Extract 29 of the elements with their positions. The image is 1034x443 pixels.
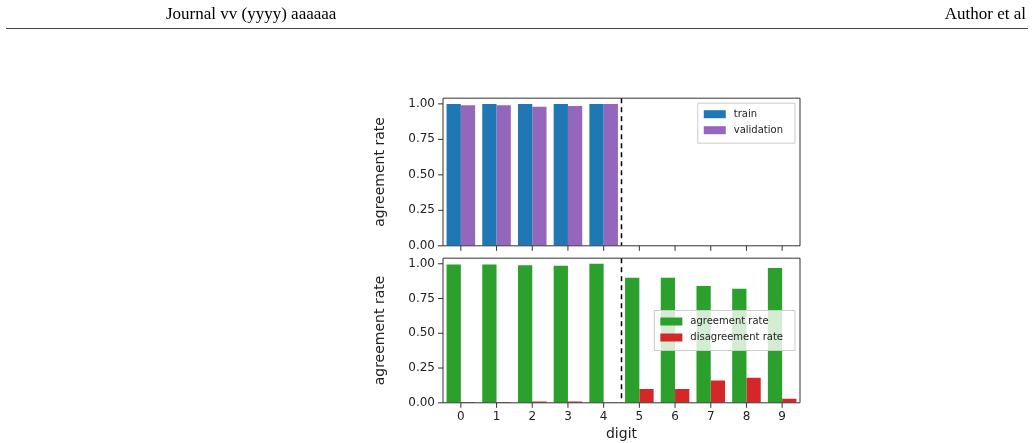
x-tick-label: 8 bbox=[742, 409, 751, 424]
y-tick-label: 0.75 bbox=[408, 290, 435, 305]
y-tick-label: 1.00 bbox=[408, 96, 435, 110]
legend-label: validation bbox=[733, 123, 783, 135]
y-axis-title: agreement rate bbox=[371, 275, 388, 386]
x-tick-label: 0 bbox=[457, 409, 465, 424]
y-tick-label: 0.00 bbox=[408, 394, 435, 409]
x-tick-label: 2 bbox=[528, 409, 537, 424]
x-tick-label: 4 bbox=[599, 409, 608, 424]
x-tick-label: 5 bbox=[635, 409, 644, 424]
y-tick-label: 0.50 bbox=[408, 166, 435, 181]
y-axis-title: agreement rate bbox=[371, 117, 388, 227]
legend-label: disagreement rate bbox=[690, 331, 783, 343]
x-axis-title: digit bbox=[605, 425, 638, 442]
x-tick-label: 9 bbox=[778, 409, 786, 424]
x-tick-label: 3 bbox=[564, 409, 572, 424]
x-tick-label: 1 bbox=[492, 409, 501, 424]
legend-label: agreement rate bbox=[690, 315, 769, 327]
y-tick-label: 0.00 bbox=[408, 237, 435, 252]
y-tick-label: 0.25 bbox=[408, 202, 435, 217]
y-tick-label: 0.25 bbox=[408, 360, 435, 375]
y-tick-label: 0.50 bbox=[408, 325, 435, 340]
text: Author et al bbox=[944, 4, 1026, 24]
legend-label: train bbox=[733, 107, 758, 119]
text: Journal vv (yyyy) aaaaaa bbox=[166, 4, 337, 24]
y-tick-label: 0.75 bbox=[408, 131, 435, 146]
x-tick-label: 7 bbox=[706, 409, 715, 424]
x-tick-label: 6 bbox=[671, 409, 679, 424]
y-tick-label: 1.00 bbox=[408, 255, 435, 270]
